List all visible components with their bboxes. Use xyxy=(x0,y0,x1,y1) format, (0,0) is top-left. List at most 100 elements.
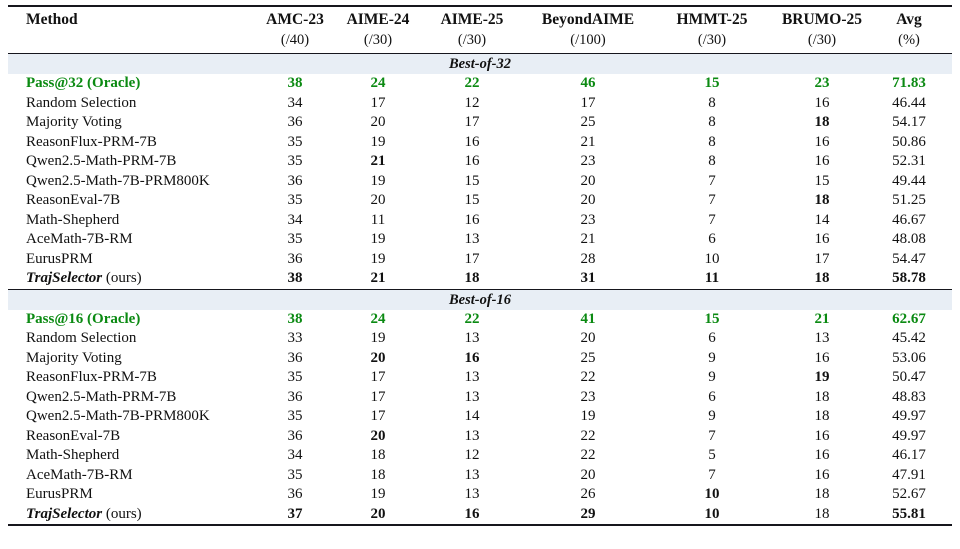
method-cell: AceMath-7B-RM xyxy=(8,230,248,250)
score-cell: 16 xyxy=(814,94,830,111)
method-cell: Math-Shepherd xyxy=(8,446,248,466)
table-row: ReasonEval-7B 36 20 13 22 7 16 49.97 xyxy=(8,427,952,447)
method-name: Majority Voting xyxy=(26,349,122,366)
score-cell: 18 xyxy=(814,192,830,208)
score-cell: 8 xyxy=(708,94,716,111)
score-cell: 34 xyxy=(287,211,303,228)
score-cell: 26 xyxy=(580,486,596,502)
score-cell: 47.91 xyxy=(892,466,926,483)
score-cell: 53.06 xyxy=(892,349,926,366)
score-cell: 46.67 xyxy=(892,211,926,228)
score-cell: 35 xyxy=(287,369,303,385)
score-cell: 9 xyxy=(708,408,716,424)
score-cell: 15 xyxy=(704,75,720,91)
score-cell: 23 xyxy=(580,153,596,169)
column-header-brumo-25: BRUMO-25 (/30) xyxy=(778,6,866,54)
score-cell: 8 xyxy=(708,133,716,150)
score-cell: 20 xyxy=(580,330,596,346)
column-label: AIME-24 xyxy=(346,11,410,28)
method-name: Math-Shepherd xyxy=(26,211,120,228)
score-cell: 13 xyxy=(464,486,480,502)
table-row: EurusPRM 36 19 17 28 10 17 54.47 xyxy=(8,250,952,270)
method-cell: Qwen2.5-Math-PRM-7B xyxy=(8,152,248,172)
method-name: AceMath-7B-RM xyxy=(26,231,133,247)
score-cell: 16 xyxy=(814,349,830,366)
score-cell: 19 xyxy=(370,330,386,346)
score-cell: 41 xyxy=(580,310,596,327)
score-cell: 14 xyxy=(814,211,830,228)
method-name: ReasonFlux-PRM-7B xyxy=(26,369,157,385)
score-cell: 6 xyxy=(708,231,716,247)
score-cell: 62.67 xyxy=(892,310,926,327)
table-row: Qwen2.5-Math-PRM-7B 35 21 16 23 8 16 52.31 xyxy=(8,152,952,172)
score-cell: 35 xyxy=(287,408,303,424)
score-cell: 18 xyxy=(370,447,386,463)
table-row: Random Selection 33 19 13 20 6 13 45.42 xyxy=(8,329,952,349)
column-denominator: (%) xyxy=(898,32,920,48)
score-cell: 50.47 xyxy=(892,369,926,385)
score-cell: 34 xyxy=(287,447,303,463)
score-cell: 35 xyxy=(287,466,303,483)
score-cell: 20 xyxy=(370,505,386,522)
score-cell: 25 xyxy=(580,349,596,366)
score-cell: 49.44 xyxy=(892,172,926,189)
score-cell: 38 xyxy=(287,310,303,327)
score-cell: 20 xyxy=(580,466,596,483)
score-cell: 16 xyxy=(814,133,830,150)
method-name: Math-Shepherd xyxy=(26,447,120,463)
score-cell: 28 xyxy=(580,250,596,267)
score-cell: 35 xyxy=(287,153,303,169)
method-cell: Majority Voting xyxy=(8,349,248,369)
score-cell: 23 xyxy=(580,388,596,405)
score-cell: 15 xyxy=(464,192,480,208)
column-denominator: (/40) xyxy=(280,32,310,48)
score-cell: 46.44 xyxy=(892,94,926,111)
column-header-method: Method xyxy=(8,6,248,54)
score-cell: 20 xyxy=(370,427,386,444)
score-cell: 36 xyxy=(287,114,303,130)
score-cell: 10 xyxy=(704,250,720,267)
score-cell: 18 xyxy=(814,388,830,405)
score-cell: 18 xyxy=(814,270,830,286)
score-cell: 18 xyxy=(814,114,830,130)
score-cell: 16 xyxy=(814,466,830,483)
score-cell: 36 xyxy=(287,349,303,366)
method-name: TrajSelector xyxy=(26,505,103,522)
method-name: Qwen2.5-Math-7B-PRM800K xyxy=(26,172,210,189)
score-cell: 22 xyxy=(580,447,596,463)
column-denominator: (/30) xyxy=(363,32,393,48)
score-cell: 7 xyxy=(708,172,716,189)
score-cell: 19 xyxy=(370,250,386,267)
method-name: ReasonEval-7B xyxy=(26,427,121,444)
score-cell: 8 xyxy=(708,114,716,130)
score-cell: 12 xyxy=(464,94,480,111)
score-cell: 7 xyxy=(708,192,716,208)
score-cell: 19 xyxy=(370,133,386,150)
score-cell: 8 xyxy=(708,153,716,169)
method-cell: Qwen2.5-Math-7B-PRM800K xyxy=(8,407,248,427)
column-label: Avg xyxy=(896,11,922,28)
score-cell: 17 xyxy=(580,94,596,111)
score-cell: 22 xyxy=(580,427,596,444)
method-name: Qwen2.5-Math-7B-PRM800K xyxy=(26,408,210,424)
score-cell: 17 xyxy=(370,388,386,405)
column-header-aime-25: AIME-25 (/30) xyxy=(414,6,530,54)
score-cell: 13 xyxy=(464,388,480,405)
table-row: Qwen2.5-Math-PRM-7B 36 17 13 23 6 18 48.83 xyxy=(8,388,952,408)
method-cell: Pass@32 (Oracle) xyxy=(8,74,248,94)
score-cell: 36 xyxy=(287,427,303,444)
table-row: AceMath-7B-RM 35 19 13 21 6 16 48.08 xyxy=(8,230,952,250)
score-cell: 20 xyxy=(370,192,386,208)
score-cell: 17 xyxy=(370,408,386,424)
table-row: Pass@32 (Oracle) 38 24 22 46 15 23 71.83 xyxy=(8,74,952,94)
score-cell: 36 xyxy=(287,388,303,405)
method-cell: Random Selection xyxy=(8,94,248,114)
score-cell: 46.17 xyxy=(892,447,926,463)
column-label: BRUMO-25 xyxy=(781,11,863,28)
score-cell: 34 xyxy=(287,94,303,111)
method-suffix: (ours) xyxy=(102,270,142,286)
score-cell: 52.31 xyxy=(892,153,926,169)
method-name: AceMath-7B-RM xyxy=(26,466,133,483)
method-cell: ReasonFlux-PRM-7B xyxy=(8,133,248,153)
score-cell: 13 xyxy=(814,330,830,346)
